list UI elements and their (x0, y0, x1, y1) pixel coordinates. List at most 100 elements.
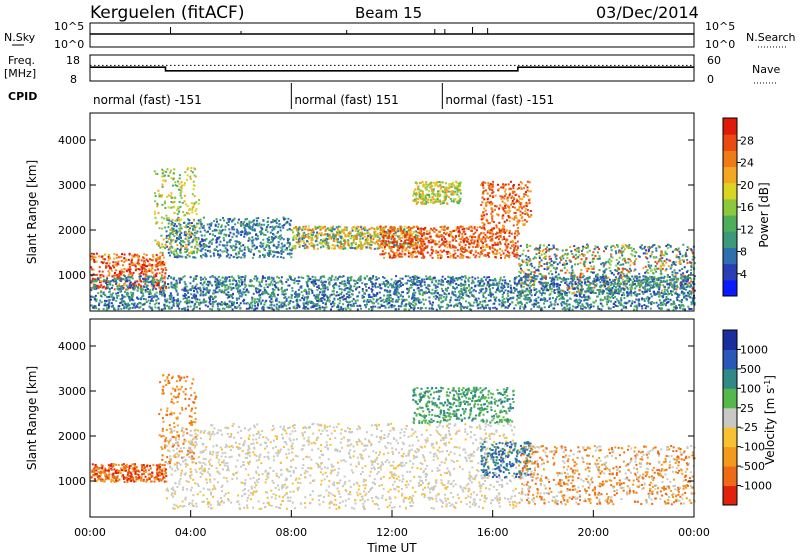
power-echo-cell (175, 237, 178, 240)
power-echo-cell (96, 277, 99, 280)
power-echo-cell (177, 254, 180, 257)
power-echo-cell (577, 249, 580, 252)
power-echo-cell (427, 184, 430, 187)
power-echo-cell (193, 226, 196, 229)
power-echo-cell (130, 273, 133, 276)
power-echo-cell (353, 247, 356, 250)
power-echo-cell (376, 232, 379, 235)
power-echo-cell (408, 279, 411, 282)
power-echo-cell (542, 257, 545, 260)
power-echo-cell (632, 261, 635, 264)
power-echo-cell (520, 286, 523, 289)
power-echo-cell (480, 288, 483, 291)
power-echo-cell (219, 253, 222, 256)
power-echo-cell (129, 272, 132, 275)
power-echo-cell (482, 225, 485, 228)
power-echo-cell (161, 294, 164, 297)
power-echo-cell (543, 263, 546, 266)
power-echo-cell (569, 245, 572, 248)
power-echo-cell (219, 219, 222, 222)
power-echo-cell (383, 231, 386, 234)
power-echo-cell (602, 273, 605, 276)
power-echo-cell (482, 236, 485, 239)
power-echo-cell (163, 202, 166, 205)
power-echo-cell (461, 247, 464, 250)
power-echo-cell (248, 226, 251, 229)
power-echo-cell (514, 232, 517, 235)
power-echo-cell (156, 202, 159, 205)
power-echo-cell (161, 251, 164, 254)
power-echo-cell (659, 302, 662, 305)
power-echo-cell (148, 258, 151, 261)
power-echo-cell (474, 246, 477, 249)
power-echo-cell (471, 236, 474, 239)
power-echo-cell (363, 226, 366, 229)
power-echo-cell (661, 289, 664, 292)
power-echo-cell (170, 220, 173, 223)
power-echo-cell (344, 233, 347, 236)
power-echo-cell (172, 238, 175, 241)
power-echo-cell (607, 283, 610, 286)
power-echo-cell (603, 297, 606, 300)
power-echo-cell (203, 229, 206, 232)
power-echo-cell (422, 247, 425, 250)
power-echo-cell (137, 259, 140, 262)
power-echo-cell (517, 221, 520, 224)
noise-left-tick-bottom: 10^0 (54, 38, 84, 51)
power-echo-cell (658, 258, 661, 261)
power-echo-cell (470, 242, 473, 245)
power-echo-cell (350, 242, 353, 245)
power-echo-cell (136, 280, 139, 283)
power-echo-cell (354, 228, 357, 231)
power-echo-cell (323, 306, 326, 309)
power-echo-cell (420, 243, 423, 246)
power-echo-cell (601, 305, 604, 308)
power-echo-cell (566, 256, 569, 259)
power-echo-cell (442, 190, 445, 193)
power-echo-cell (278, 219, 281, 222)
power-echo-cell (481, 244, 484, 247)
power-echo-cell (297, 230, 300, 233)
power-echo-cell (421, 244, 424, 247)
power-echo-cell (607, 276, 610, 279)
power-echo-cell (321, 241, 324, 244)
power-echo-cell (328, 246, 331, 249)
power-echo-cell (677, 247, 680, 250)
power-echo-cell (401, 249, 404, 252)
power-echo-cell (491, 210, 494, 213)
power-echo-cell (260, 246, 263, 249)
power-echo-cell (621, 244, 624, 247)
power-echo-cell (502, 208, 505, 211)
power-echo-cell (199, 240, 202, 243)
power-echo-cell (95, 307, 98, 310)
power-echo-cell (167, 234, 170, 237)
power-echo-cell (103, 261, 106, 264)
power-echo-cell (671, 250, 674, 253)
power-echo-cell (512, 187, 515, 190)
power-echo-cell (291, 228, 294, 231)
power-echo-cell (685, 271, 688, 274)
power-echo-cell (555, 267, 558, 270)
power-echo-cell (266, 244, 269, 247)
power-echo-cell (172, 178, 175, 181)
power-echo-cell (170, 306, 173, 309)
power-echo-cell (415, 246, 418, 249)
power-echo-cell (380, 227, 383, 230)
power-echo-cell (410, 242, 413, 245)
power-echo-cell (170, 223, 173, 226)
power-echo-cell (467, 278, 470, 281)
power-echo-cell (400, 253, 403, 256)
power-echo-cell (407, 249, 410, 252)
power-echo-cell (608, 299, 611, 302)
power-echo-cell (382, 236, 385, 239)
power-echo-cell (235, 301, 238, 304)
power-echo-cell (382, 234, 385, 237)
power-echo-cell (266, 230, 269, 233)
power-echo-cell (459, 241, 462, 244)
power-echo-cell (165, 285, 168, 288)
power-echo-cell (253, 228, 256, 231)
power-echo-cell (474, 235, 477, 238)
power-echo-cell (524, 210, 527, 213)
power-echo-cell (469, 235, 472, 238)
power-echo-cell (438, 181, 441, 184)
